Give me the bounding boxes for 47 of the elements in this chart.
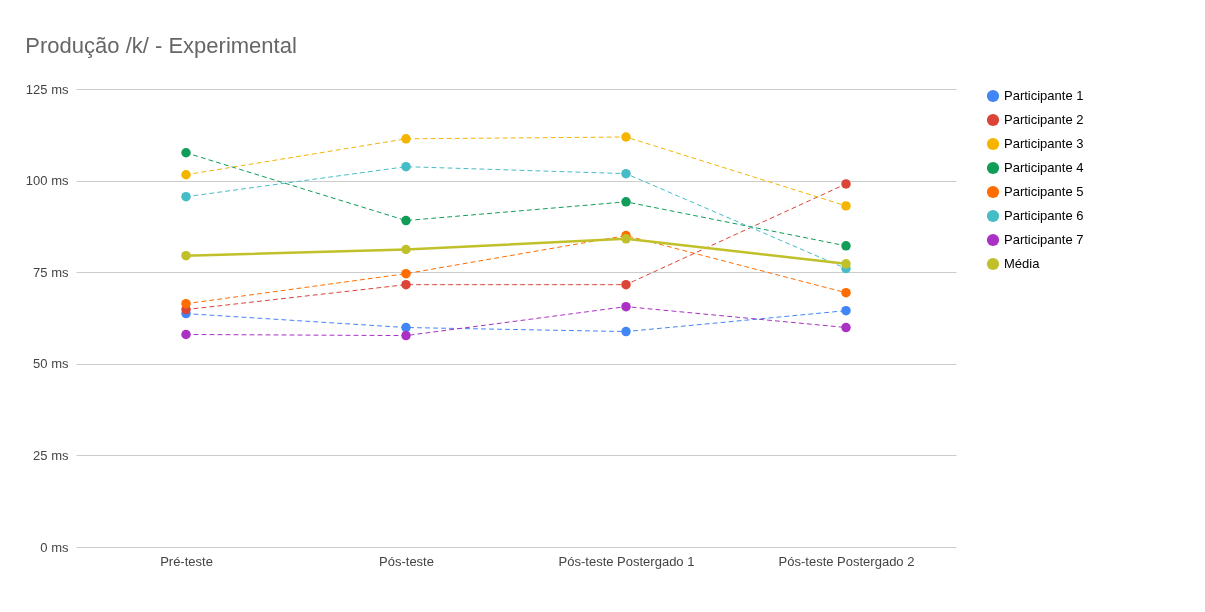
legend-label: Participante 7 [1004,232,1084,247]
point [841,259,851,269]
y-tick-label: 0 ms [40,539,69,555]
point [401,161,411,172]
point [841,179,851,189]
point [181,329,191,340]
y-tick-label: 50 ms [33,356,69,372]
x-tick-label: Pré-teste [160,553,213,569]
point [181,170,191,180]
point [841,241,851,251]
point [401,215,411,226]
x-tick-label: Pós-teste [379,553,434,569]
y-tick-label: 75 ms [33,264,69,280]
point [841,305,851,316]
x-tick-label: Pós-teste Postergado 2 [778,553,915,569]
point [401,330,411,341]
point [401,134,411,144]
point [181,191,191,202]
point [621,301,631,312]
legend-label: Participante 2 [1004,112,1084,127]
point [621,234,631,244]
y-tick-label: 125 ms [25,81,69,97]
point [401,268,411,279]
legend-label: Participante 5 [1004,184,1084,199]
y-tick-label: 100 ms [25,173,69,189]
point [841,322,851,333]
x-tick-label: Pós-teste Postergado 1 [558,553,695,569]
point [181,148,191,158]
point [621,197,631,207]
point [401,322,411,333]
point [621,326,631,337]
y-tick-label: 25 ms [33,447,69,463]
point [181,298,191,309]
point [621,168,631,179]
point [181,250,191,261]
point [621,279,631,290]
point [401,244,411,255]
point [841,201,851,211]
legend-label: Participante 1 [1004,88,1084,103]
legend-label: Participante 4 [1004,160,1084,175]
legend-label: Participante 6 [1004,208,1084,223]
point [841,287,851,298]
point [621,132,631,142]
legend-label: Média [1004,256,1041,271]
chart-title: Produção /k/ - Experimental [25,33,297,58]
legend-label: Participante 3 [1004,136,1084,151]
point [401,279,411,290]
